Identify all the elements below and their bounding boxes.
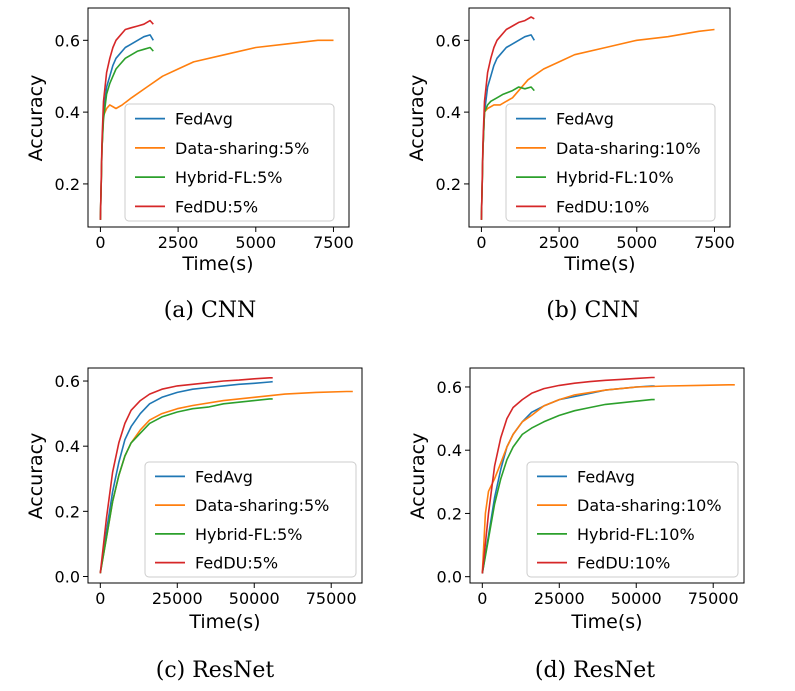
legend-box — [144, 461, 357, 578]
legend-label: FedAvg — [175, 110, 233, 129]
x-tick-label: 2500 — [539, 233, 580, 252]
y-tick-label: 0.0 — [55, 567, 80, 586]
series-line-1 — [99, 39, 334, 220]
panel-caption: (d) ResNet — [535, 658, 655, 683]
legend-label: FedAvg — [195, 467, 253, 486]
series-line-3 — [480, 16, 535, 220]
x-tick-label: 75000 — [688, 589, 739, 608]
y-tick-label: 0.6 — [437, 378, 462, 397]
axes-ticks: 0 25000 50000 75000 0.0 0.2 0.4 0.6 — [55, 372, 357, 608]
panel-caption: (a) CNN — [164, 298, 257, 323]
legend-label: Data-sharing:10% — [556, 139, 701, 158]
y-tick-label: 0.2 — [55, 502, 80, 521]
series-line-2 — [481, 398, 655, 574]
y-tick-label: 0.4 — [55, 103, 80, 122]
legend-box — [124, 103, 335, 222]
y-tick-label: 0.2 — [437, 504, 462, 523]
x-tick-label: 0 — [476, 233, 486, 252]
x-tick-label: 50000 — [611, 589, 662, 608]
x-axis-label: Time(s) — [563, 253, 635, 275]
series-group — [99, 19, 334, 220]
axes-ticks: 0 2500 5000 7500 0.2 0.4 0.6 — [55, 31, 354, 252]
legend-label: Hybrid-FL:5% — [175, 168, 283, 187]
plot-frame — [87, 7, 350, 228]
legend-label: Hybrid-FL:10% — [577, 525, 695, 544]
plot-frame — [468, 7, 731, 228]
series-line-3 — [481, 376, 655, 574]
legend-label: FedAvg — [556, 110, 614, 129]
legend-box — [505, 103, 716, 222]
x-tick-label: 7500 — [313, 233, 354, 252]
panel-b: 0 2500 5000 7500 0.2 0.4 0.6 FedAvg Data-sharin… — [406, 7, 735, 323]
y-tick-label: 0.0 — [437, 568, 462, 587]
x-tick-label: 5000 — [235, 233, 276, 252]
plot-frame — [87, 367, 363, 584]
plot-frame — [469, 367, 745, 584]
x-tick-label: 25000 — [534, 589, 585, 608]
x-axis-label: Time(s) — [181, 253, 253, 275]
x-tick-label: 0 — [95, 589, 105, 608]
legend-label: Hybrid-FL:10% — [556, 168, 674, 187]
series-group — [481, 376, 735, 574]
x-tick-label: 2500 — [158, 233, 199, 252]
y-axis-label: Accuracy — [407, 433, 429, 520]
series-line-3 — [99, 19, 154, 220]
y-tick-label: 0.4 — [436, 103, 461, 122]
series-line-2 — [99, 398, 273, 574]
legend-label: FedDU:5% — [175, 197, 258, 216]
series-line-3 — [99, 376, 273, 574]
axes-ticks: 0 2500 5000 7500 0.2 0.4 0.6 — [436, 31, 735, 252]
axes-ticks: 0 25000 50000 75000 0.0 0.2 0.4 0.6 — [437, 378, 739, 608]
legend: FedAvg Data-sharing:10% Hybrid-FL:10% FedDU… — [505, 103, 716, 222]
legend: FedAvg Data-sharing:5% Hybrid-FL:5% FedDU:5… — [124, 103, 335, 222]
legend-label: Data-sharing:5% — [175, 139, 309, 158]
x-tick-label: 75000 — [306, 589, 357, 608]
y-tick-label: 0.4 — [437, 441, 462, 460]
x-tick-label: 7500 — [694, 233, 735, 252]
x-axis-label: Time(s) — [188, 611, 260, 633]
legend-label: Data-sharing:5% — [195, 496, 329, 515]
panel-caption: (b) CNN — [546, 298, 640, 323]
y-axis-label: Accuracy — [25, 433, 47, 520]
series-group — [480, 16, 715, 220]
y-axis-label: Accuracy — [25, 75, 47, 162]
y-tick-label: 0.2 — [55, 175, 80, 194]
x-tick-label: 50000 — [229, 589, 280, 608]
series-group — [99, 376, 353, 574]
series-line-1 — [480, 28, 715, 220]
y-tick-label: 0.2 — [436, 175, 461, 194]
y-tick-label: 0.6 — [436, 31, 461, 50]
legend-label: FedDU:5% — [195, 554, 278, 573]
x-tick-label: 5000 — [616, 233, 657, 252]
y-axis-label: Accuracy — [406, 75, 428, 162]
x-axis-label: Time(s) — [570, 611, 642, 633]
panel-c: 0 25000 50000 75000 0.0 0.2 0.4 0.6 FedAvg Data-… — [25, 367, 363, 683]
panel-caption: (c) ResNet — [156, 658, 275, 683]
legend-label: Hybrid-FL:5% — [195, 525, 303, 544]
legend-label: Data-sharing:10% — [577, 496, 722, 515]
x-tick-label: 25000 — [152, 589, 203, 608]
y-tick-label: 0.6 — [55, 372, 80, 391]
series-line-1 — [481, 383, 735, 574]
legend-label: FedAvg — [577, 467, 635, 486]
y-tick-label: 0.4 — [55, 437, 80, 456]
panel-d: 0 25000 50000 75000 0.0 0.2 0.4 0.6 FedAvg Data-… — [407, 367, 745, 683]
legend-label: FedDU:10% — [577, 554, 670, 573]
legend: FedAvg Data-sharing:5% Hybrid-FL:5% FedDU:5… — [144, 461, 357, 578]
x-tick-label: 0 — [95, 233, 105, 252]
y-tick-label: 0.6 — [55, 31, 80, 50]
panel-a: 0 2500 5000 7500 0.2 0.4 0.6 FedAvg Data-sharin… — [25, 7, 354, 323]
series-line-0 — [99, 380, 273, 574]
legend-box — [526, 461, 739, 578]
x-tick-label: 0 — [477, 589, 487, 608]
legend-label: FedDU:10% — [556, 197, 649, 216]
series-line-2 — [99, 46, 154, 220]
legend: FedAvg Data-sharing:10% Hybrid-FL:10% FedDU… — [526, 461, 739, 578]
